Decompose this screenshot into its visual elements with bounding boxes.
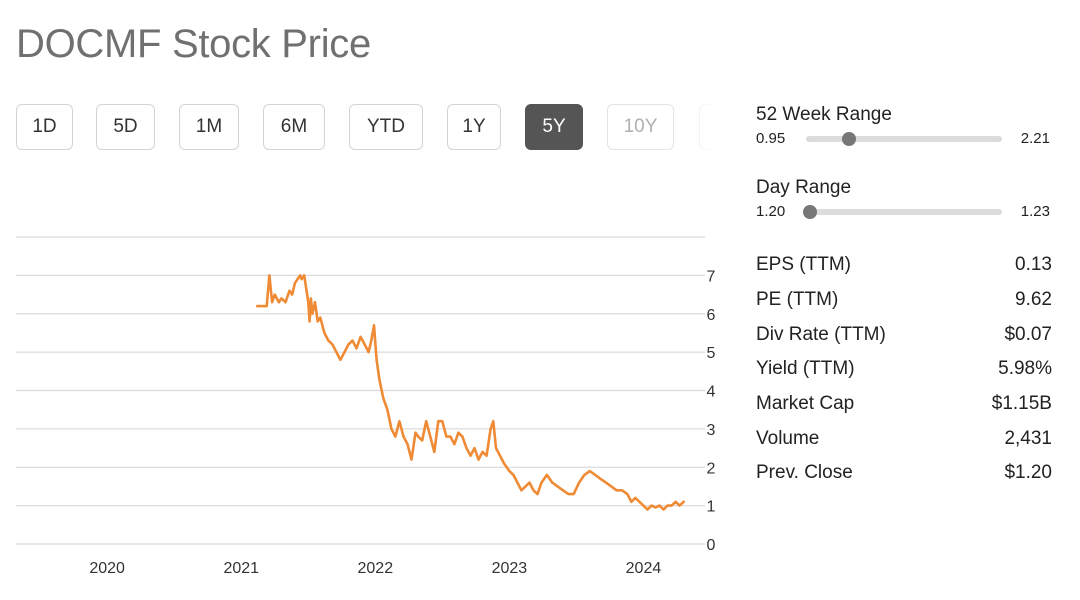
stat-value: $1.20 bbox=[1004, 462, 1052, 484]
page-title: DOCMF Stock Price bbox=[16, 22, 371, 66]
stat-value: $1.15B bbox=[991, 393, 1052, 415]
range-5y-button[interactable]: 5Y bbox=[525, 104, 583, 150]
y-tick-label: 3 bbox=[707, 422, 716, 439]
y-tick-label: 4 bbox=[707, 384, 716, 401]
week52-marker bbox=[842, 132, 857, 146]
y-tick-label: 6 bbox=[707, 307, 716, 324]
stat-value: 0.13 bbox=[1015, 254, 1052, 276]
y-tick-label: 7 bbox=[707, 268, 716, 285]
week52-track bbox=[806, 132, 1002, 146]
stat-label: Div Rate (TTM) bbox=[756, 323, 886, 345]
y-tick-label: 0 bbox=[707, 537, 716, 554]
range-5d-button[interactable]: 5D bbox=[96, 104, 155, 150]
x-tick-label: 2020 bbox=[89, 560, 125, 577]
day-range: Day Range 1.20 1.23 bbox=[756, 177, 1052, 223]
stat-value: 5.98% bbox=[998, 358, 1052, 380]
stat-value: 2,431 bbox=[1004, 427, 1052, 449]
stat-market-cap: Market Cap $1.15B bbox=[756, 387, 1052, 422]
range-1m-button[interactable]: 1M bbox=[179, 104, 239, 150]
day-track bbox=[802, 205, 1002, 219]
stat-value: 9.62 bbox=[1015, 289, 1052, 311]
stat-label: Prev. Close bbox=[756, 462, 853, 484]
week52-range: 52 Week Range 0.95 2.21 bbox=[756, 104, 1052, 150]
stat-label: Volume bbox=[756, 427, 820, 449]
stat-label: Market Cap bbox=[756, 393, 855, 415]
stat-prev-close: Prev. Close $1.20 bbox=[756, 456, 1052, 491]
y-tick-label: 5 bbox=[707, 345, 716, 362]
week52-high: 2.21 bbox=[1020, 130, 1050, 147]
x-tick-label: 2023 bbox=[492, 560, 528, 577]
stat-volume: Volume 2,431 bbox=[756, 421, 1052, 456]
range-ytd-button[interactable]: YTD bbox=[349, 104, 423, 150]
y-tick-label: 2 bbox=[707, 460, 716, 477]
price-chart: 0 1 2 3 4 5 6 7 2020 2021 2022 2023 2024 bbox=[16, 236, 716, 577]
stat-label: PE (TTM) bbox=[756, 289, 839, 311]
stat-eps: EPS (TTM) 0.13 bbox=[756, 248, 1052, 283]
range-10y-button[interactable]: 10Y bbox=[607, 104, 674, 150]
day-low: 1.20 bbox=[756, 203, 786, 220]
scroll-fade bbox=[680, 96, 730, 158]
x-tick-label: 2021 bbox=[223, 560, 259, 577]
range-6m-button[interactable]: 6M bbox=[263, 104, 325, 150]
day-marker bbox=[802, 205, 817, 219]
stat-label: EPS (TTM) bbox=[756, 254, 851, 276]
x-tick-label: 2022 bbox=[358, 560, 394, 577]
stat-value: $0.07 bbox=[1004, 323, 1052, 345]
x-tick-label: 2024 bbox=[626, 560, 662, 577]
price-series-line bbox=[256, 274, 685, 511]
week52-low: 0.95 bbox=[756, 130, 786, 147]
stat-pe: PE (TTM) 9.62 bbox=[756, 283, 1052, 318]
range-1y-button[interactable]: 1Y bbox=[447, 104, 501, 150]
range-1d-button[interactable]: 1D bbox=[16, 104, 73, 150]
week52-range-label: 52 Week Range bbox=[756, 104, 892, 125]
day-range-label: Day Range bbox=[756, 177, 852, 198]
day-high: 1.23 bbox=[1020, 203, 1050, 220]
stat-label: Yield (TTM) bbox=[756, 358, 855, 380]
time-range-selector: 1D 5D 1M 6M YTD 1Y 5Y 10Y bbox=[16, 104, 716, 152]
stat-yield: Yield (TTM) 5.98% bbox=[756, 352, 1052, 387]
y-tick-label: 1 bbox=[707, 499, 716, 516]
stat-div-rate: Div Rate (TTM) $0.07 bbox=[756, 317, 1052, 352]
key-stats: EPS (TTM) 0.13 PE (TTM) 9.62 Div Rate (T… bbox=[756, 248, 1052, 491]
